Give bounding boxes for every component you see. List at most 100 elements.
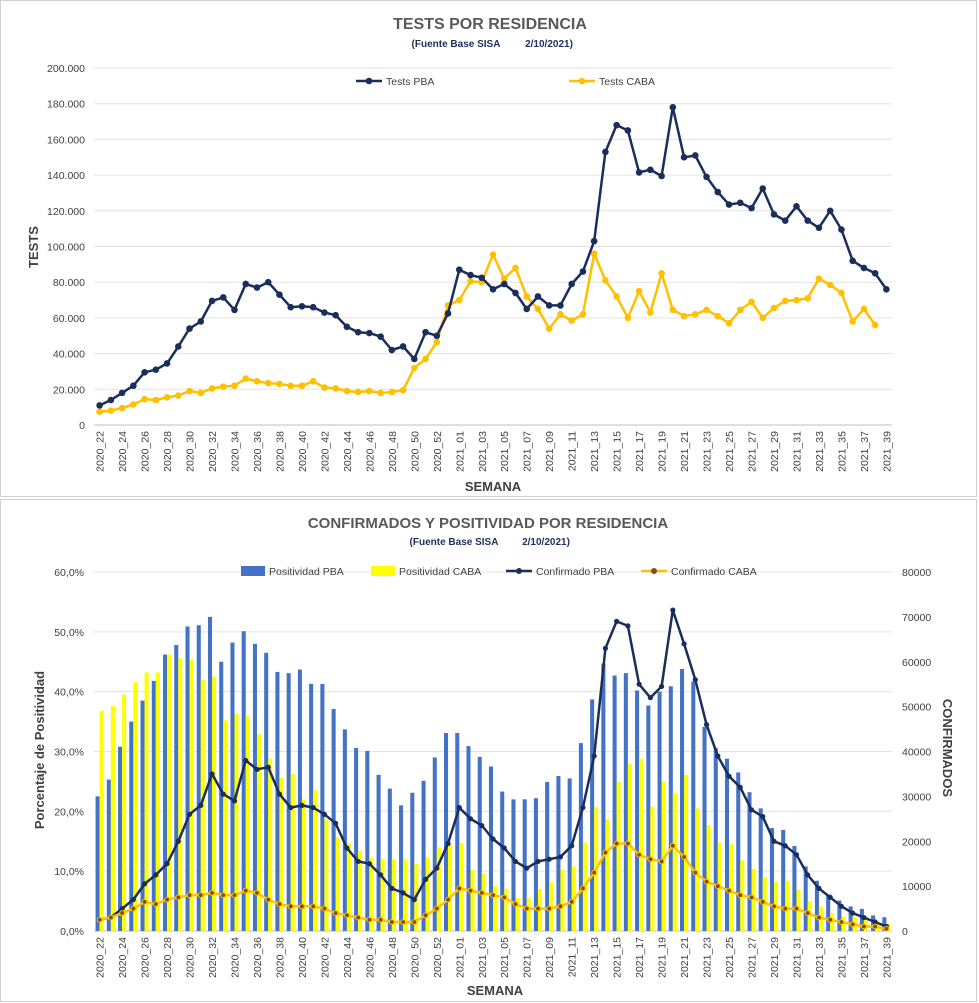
confirmados-chart-y-axis-label-right: CONFIRMADOS bbox=[940, 699, 955, 798]
positividad-caba-bar bbox=[650, 806, 655, 931]
tests-pba-point bbox=[545, 302, 553, 309]
positividad-caba-bar bbox=[110, 706, 115, 931]
positividad-pba-bar bbox=[365, 750, 370, 931]
tests-pba-point bbox=[736, 199, 744, 207]
positividad-pba-bar bbox=[95, 796, 100, 932]
x-tick-label: 2020_48 bbox=[387, 937, 399, 978]
confirmado-caba-legend-marker bbox=[651, 568, 657, 574]
confirmado-caba-point bbox=[591, 869, 598, 876]
confirmado-pba-point bbox=[119, 905, 125, 912]
tests-pba-point bbox=[849, 257, 856, 265]
tests-pba-point bbox=[152, 366, 160, 373]
confirmado-caba-point bbox=[490, 892, 496, 899]
tests-pba-point bbox=[321, 309, 328, 316]
confirmado-caba-point bbox=[175, 894, 182, 901]
tests-pba-point bbox=[377, 333, 384, 340]
tests-caba-point bbox=[534, 305, 542, 313]
confirmado-caba-point bbox=[759, 898, 766, 905]
tests-caba-point bbox=[366, 387, 373, 395]
confirmado-caba-point bbox=[231, 892, 238, 899]
tests-caba-point bbox=[130, 401, 137, 408]
confirmados-chart-x-axis-label: SEMANA bbox=[467, 983, 524, 998]
confirmado-pba-line bbox=[99, 608, 887, 928]
confirmado-caba-point bbox=[804, 910, 811, 916]
positividad-pba-bar bbox=[691, 681, 696, 931]
tests-caba-point bbox=[219, 383, 227, 390]
confirmado-caba-point bbox=[456, 885, 463, 892]
confirmado-caba-point bbox=[726, 887, 732, 894]
positividad-caba-bar bbox=[706, 825, 711, 931]
tests-caba-point bbox=[399, 386, 407, 394]
x-tick-label: 2021_17 bbox=[634, 937, 646, 978]
tests-caba-point bbox=[332, 385, 339, 392]
x-tick-label: 2020_46 bbox=[364, 431, 376, 472]
positividad-caba-bar bbox=[380, 859, 385, 931]
tests-pba-point bbox=[635, 169, 643, 176]
y-tick-label: 120.000 bbox=[47, 206, 85, 218]
x-tick-label: 2020_24 bbox=[117, 937, 129, 978]
positividad-caba-legend-label: Positividad CABA bbox=[399, 566, 481, 578]
confirmado-pba-point bbox=[569, 843, 575, 849]
x-tick-label: 2021_27 bbox=[747, 937, 759, 978]
tests-pba-point bbox=[748, 204, 755, 212]
x-tick-label: 2021_33 bbox=[814, 937, 826, 978]
positividad-caba-bar bbox=[155, 672, 160, 931]
tests-pba-point bbox=[568, 280, 575, 288]
tests-pba-point bbox=[242, 280, 250, 288]
positividad-caba-bar bbox=[369, 857, 374, 931]
positividad-caba-bar bbox=[324, 819, 329, 931]
x-tick-label: 2020_30 bbox=[185, 937, 197, 978]
tests-pba-point bbox=[141, 369, 148, 376]
positividad-caba-bar bbox=[425, 857, 430, 931]
positividad-pba-bar bbox=[511, 799, 516, 931]
x-tick-label: 2021_19 bbox=[657, 431, 669, 472]
confirmado-pba-point bbox=[130, 896, 136, 903]
x-tick-label: 2020_26 bbox=[140, 937, 152, 978]
tests-pba-point bbox=[703, 173, 710, 181]
tests-pba-point bbox=[231, 306, 238, 314]
x-tick-label: 2020_36 bbox=[252, 431, 264, 472]
confirmado-caba-point bbox=[681, 854, 687, 860]
x-tick-label: 2020_50 bbox=[409, 937, 421, 978]
x-tick-label: 2021_35 bbox=[836, 431, 848, 472]
y-tick-label-left: 40,0% bbox=[54, 687, 84, 699]
positividad-caba-bar bbox=[661, 781, 666, 931]
tests-caba-point bbox=[669, 306, 677, 314]
confirmado-caba-point bbox=[602, 849, 609, 856]
x-tick-label: 2020_50 bbox=[409, 431, 421, 472]
confirmado-caba-point bbox=[580, 885, 586, 892]
confirmado-caba-point bbox=[130, 905, 137, 912]
confirmado-caba-point bbox=[433, 905, 440, 912]
confirmado-pba-point bbox=[557, 854, 564, 860]
positividad-pba-bar bbox=[185, 626, 190, 931]
confirmado-pba-point bbox=[501, 845, 507, 851]
confirmado-caba-point bbox=[872, 923, 879, 930]
x-tick-label: 2020_26 bbox=[140, 431, 152, 472]
tests-pba-point bbox=[489, 286, 497, 293]
positividad-pba-bar bbox=[174, 645, 179, 931]
y-tick-label-left: 30,0% bbox=[54, 747, 84, 759]
positividad-caba-bar bbox=[212, 676, 217, 931]
tests-caba-point bbox=[500, 275, 508, 282]
tests-caba-point bbox=[714, 312, 722, 320]
confirmado-pba-point bbox=[209, 771, 215, 777]
x-tick-label: 2021_07 bbox=[522, 431, 534, 472]
confirmado-caba-point bbox=[748, 894, 755, 901]
confirmado-pba-point bbox=[265, 764, 271, 770]
x-tick-label: 2020_42 bbox=[319, 937, 331, 978]
tests-caba-point bbox=[838, 289, 845, 297]
confirmado-pba-point bbox=[310, 804, 316, 811]
confirmado-caba-point bbox=[299, 903, 305, 910]
tests-caba-point bbox=[287, 382, 294, 390]
tests-pba-point bbox=[781, 217, 789, 224]
positividad-pba-bar bbox=[657, 691, 662, 931]
confirmado-caba-point bbox=[445, 896, 451, 903]
positividad-pba-legend-swatch bbox=[241, 566, 265, 576]
x-tick-label: 2020_40 bbox=[297, 431, 309, 472]
positividad-caba-bar bbox=[729, 844, 734, 931]
positividad-caba-bar bbox=[436, 847, 441, 931]
tests-caba-point bbox=[759, 314, 767, 322]
tests-pba-point bbox=[118, 389, 126, 397]
x-tick-label: 2021_07 bbox=[522, 937, 534, 978]
confirmado-caba-point bbox=[546, 905, 553, 912]
